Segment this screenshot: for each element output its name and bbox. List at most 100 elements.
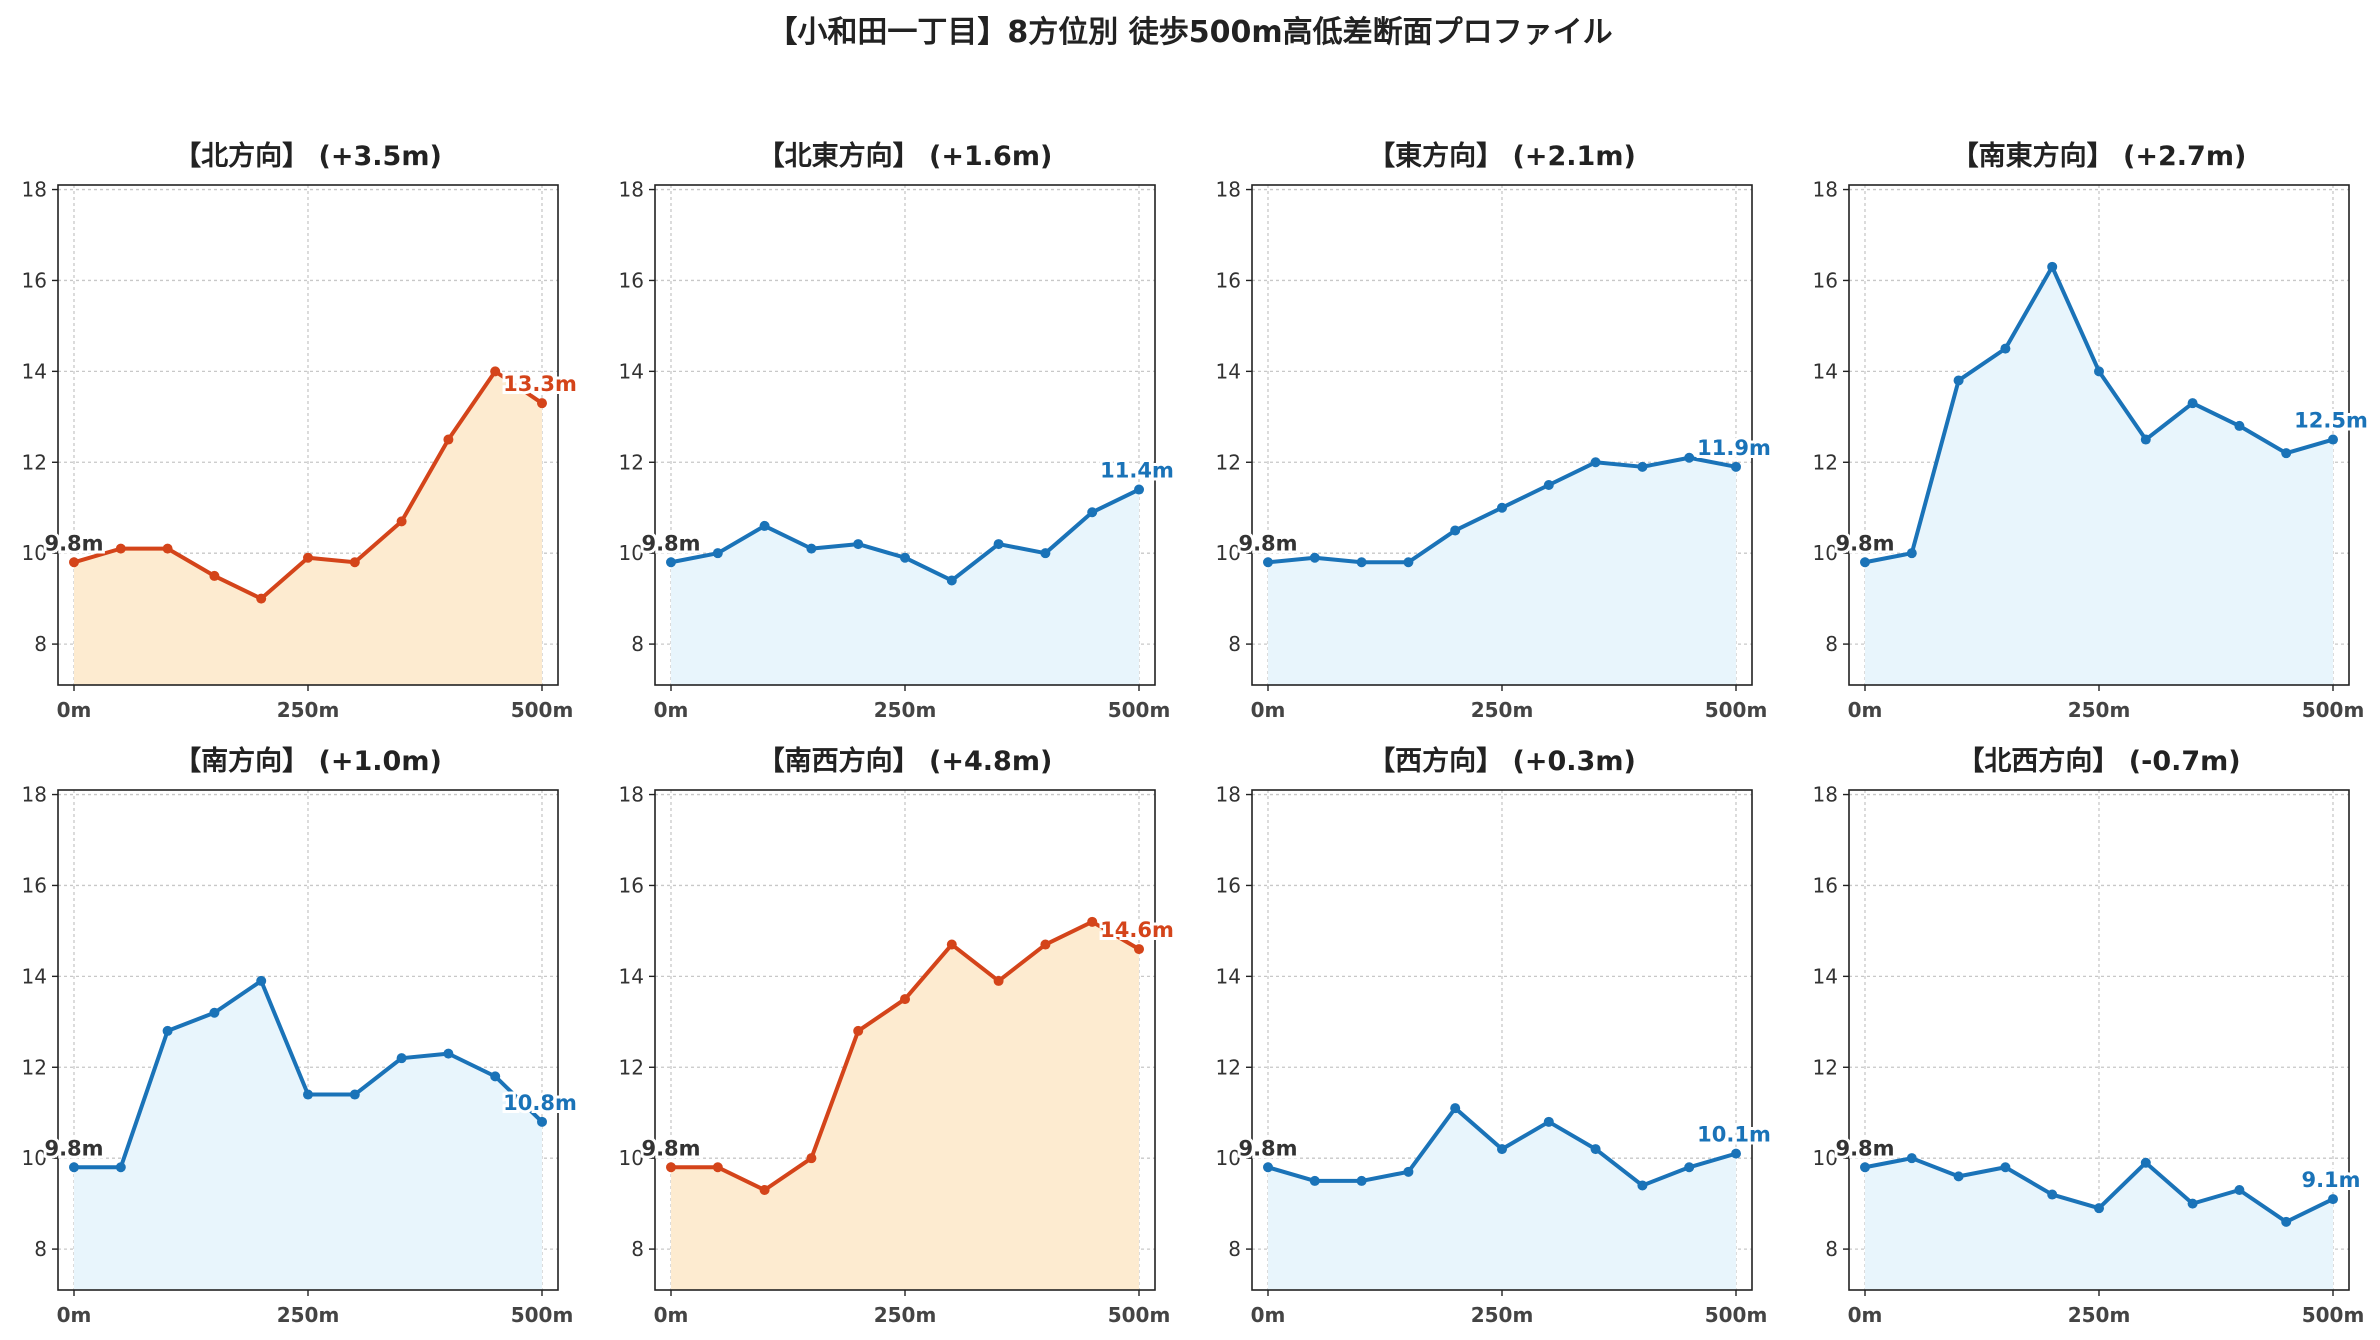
- elevation-point: [209, 570, 220, 581]
- elevation-point: [1040, 548, 1051, 559]
- elevation-point: [853, 1025, 864, 1036]
- y-tick-label: 12: [1813, 1055, 1838, 1079]
- x-tick-label: 250m: [2068, 698, 2131, 722]
- x-tick-label: 0m: [1848, 698, 1883, 722]
- x-tick-label: 250m: [874, 698, 937, 722]
- elevation-area: [1865, 1158, 2333, 1290]
- direction-panel: 【南方向】 (+1.0m) 8 10 12 14 16 18 0m 250m 500m 9.8m 10…: [22, 745, 580, 1327]
- elevation-point: [2328, 1194, 2338, 1205]
- elevation-point: [1309, 552, 1320, 563]
- elevation-point: [1637, 1180, 1648, 1191]
- x-tick-label: 250m: [277, 1303, 340, 1327]
- elevation-point: [2140, 434, 2151, 445]
- elevation-point: [712, 1162, 723, 1173]
- y-tick-label: 18: [1813, 178, 1838, 202]
- start-elevation-label: 9.8m: [641, 531, 700, 555]
- elevation-point: [303, 1089, 313, 1100]
- elevation-area: [74, 980, 542, 1290]
- y-tick-label: 18: [619, 178, 644, 202]
- elevation-point: [1087, 507, 1098, 518]
- elevation-point: [69, 557, 79, 568]
- elevation-point: [2047, 261, 2058, 272]
- elevation-point: [1087, 916, 1098, 927]
- elevation-point: [2187, 398, 2198, 409]
- y-tick-label: 16: [22, 873, 47, 897]
- elevation-point: [115, 543, 126, 554]
- y-tick-label: 10: [1216, 541, 1241, 565]
- y-tick-label: 10: [1813, 1146, 1838, 1170]
- x-tick-label: 250m: [1471, 698, 1534, 722]
- direction-panel: 【南東方向】 (+2.7m) 8 10 12 14 16 18 0m 250m 500m 9.8m 1…: [1813, 140, 2371, 722]
- start-elevation-label: 9.8m: [1238, 1136, 1297, 1160]
- panel-title: 【南東方向】 (+2.7m): [1952, 140, 2247, 172]
- elevation-area: [1268, 457, 1736, 685]
- y-tick-label: 8: [1228, 1237, 1241, 1261]
- elevation-point: [759, 1185, 770, 1195]
- elevation-point: [1590, 457, 1601, 468]
- y-tick-label: 10: [619, 1146, 644, 1170]
- elevation-point: [666, 1162, 676, 1173]
- elevation-point: [806, 1153, 817, 1164]
- elevation-point: [443, 1048, 454, 1059]
- start-elevation-label: 9.8m: [1835, 531, 1894, 555]
- x-tick-label: 250m: [2068, 1303, 2131, 1327]
- end-elevation-label: 10.8m: [503, 1091, 577, 1115]
- elevation-point: [69, 1162, 79, 1173]
- elevation-point: [1731, 461, 1741, 472]
- elevation-point: [806, 543, 817, 554]
- y-tick-label: 8: [1825, 632, 1838, 656]
- elevation-point: [1450, 1103, 1461, 1114]
- y-tick-label: 8: [1228, 632, 1241, 656]
- elevation-point: [396, 516, 407, 527]
- x-tick-label: 250m: [277, 698, 340, 722]
- elevation-point: [1040, 939, 1051, 950]
- y-tick-label: 14: [1813, 359, 1838, 383]
- elevation-point: [666, 557, 676, 568]
- x-tick-label: 0m: [57, 1303, 92, 1327]
- elevation-point: [1309, 1175, 1320, 1186]
- end-elevation-label: 12.5m: [2294, 409, 2368, 433]
- elevation-point: [1403, 1166, 1414, 1177]
- direction-panel: 【北方向】 (+3.5m) 8 10 12 14 16 18 0m 250m 500m 9.8m 13…: [22, 140, 580, 722]
- y-tick-label: 8: [631, 1237, 644, 1261]
- elevation-point: [256, 593, 267, 604]
- y-tick-label: 16: [619, 873, 644, 897]
- end-elevation-label: 10.1m: [1697, 1123, 1771, 1147]
- elevation-point: [1497, 502, 1507, 513]
- panel-title: 【東方向】 (+2.1m): [1368, 140, 1636, 172]
- y-tick-label: 14: [1813, 964, 1838, 988]
- direction-panel: 【北西方向】 (-0.7m) 8 10 12 14 16 18 0m 250m 500m 9.8m 9…: [1813, 745, 2365, 1327]
- y-tick-label: 14: [619, 964, 644, 988]
- elevation-point: [900, 994, 910, 1005]
- elevation-point: [2094, 366, 2104, 377]
- elevation-point: [2234, 420, 2245, 431]
- elevation-point: [490, 1071, 501, 1082]
- y-tick-label: 8: [34, 632, 47, 656]
- elevation-point: [853, 539, 864, 550]
- elevation-point: [712, 548, 723, 559]
- x-tick-label: 250m: [874, 1303, 937, 1327]
- elevation-point: [1906, 548, 1917, 559]
- figure-title: 【小和田一丁目】8方位別 徒歩500m高低差断面プロファイル: [767, 15, 1612, 50]
- panel-title: 【南方向】 (+1.0m): [174, 745, 442, 777]
- elevation-area: [1268, 1108, 1736, 1290]
- y-tick-label: 8: [1825, 1237, 1838, 1261]
- y-tick-label: 18: [22, 178, 47, 202]
- elevation-point: [2094, 1203, 2104, 1214]
- elevation-point: [256, 975, 267, 986]
- x-tick-label: 0m: [1251, 698, 1286, 722]
- elevation-point: [2281, 448, 2292, 459]
- x-tick-label: 500m: [2302, 1303, 2365, 1327]
- direction-panel: 【北東方向】 (+1.6m) 8 10 12 14 16 18 0m 250m 500m 9.8m 1…: [619, 140, 1177, 722]
- y-tick-label: 14: [22, 964, 47, 988]
- elevation-area: [1865, 266, 2333, 685]
- elevation-point: [2000, 1162, 2011, 1173]
- elevation-point: [490, 366, 501, 377]
- y-tick-label: 12: [22, 1055, 47, 1079]
- elevation-point: [946, 939, 957, 950]
- elevation-point: [759, 520, 770, 531]
- y-tick-label: 10: [619, 541, 644, 565]
- y-tick-label: 18: [1216, 783, 1241, 807]
- y-tick-label: 16: [1813, 873, 1838, 897]
